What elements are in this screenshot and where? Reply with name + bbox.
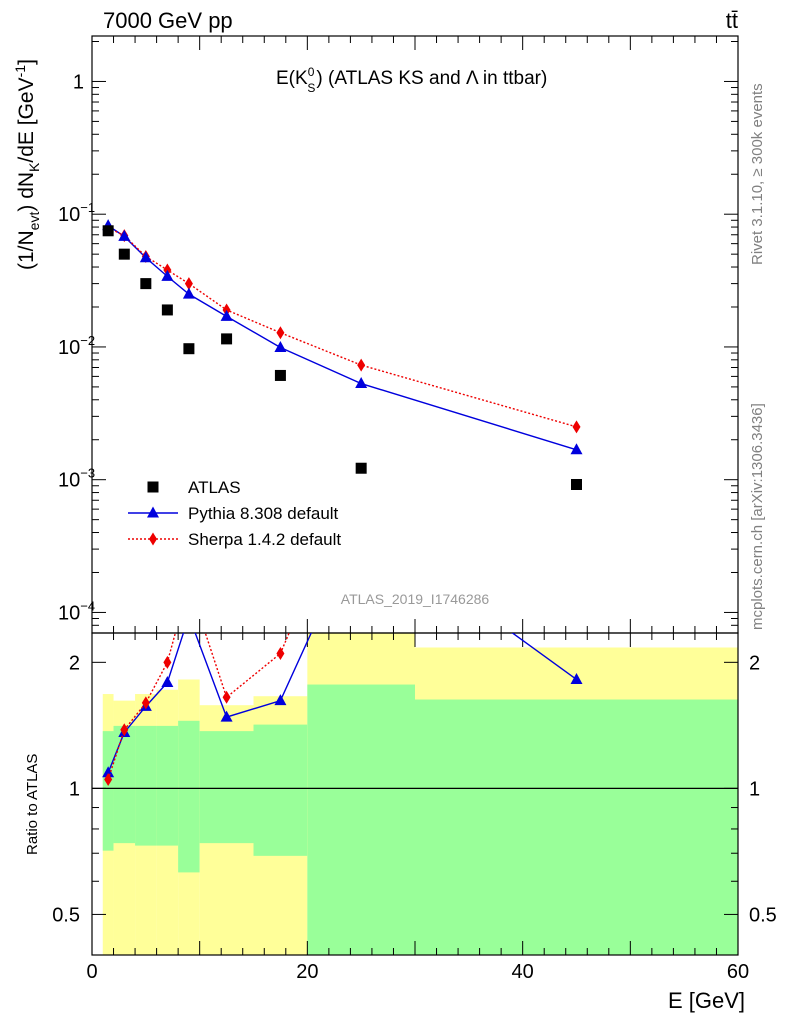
y-tick-label: 10−4 — [58, 598, 95, 624]
ratio-band-green — [135, 725, 157, 846]
y-tick-label: 10−1 — [58, 200, 95, 226]
ratio-y-tick-label-right: 0.5 — [749, 904, 777, 926]
x-tick-label: 60 — [727, 961, 749, 983]
pythia-8-308-default-point — [220, 309, 233, 321]
ratio-sherpa-1-4-2-default-point — [222, 690, 231, 704]
sherpa-1-4-2-default-point — [276, 326, 285, 340]
y-tick-label: 10−2 — [58, 333, 95, 359]
ratio-pythia-8-308-default-point — [570, 672, 583, 684]
y-tick-label: 1 — [73, 71, 84, 93]
ratio-sherpa-1-4-2-default-point — [120, 723, 129, 737]
main-series-marks — [102, 219, 583, 490]
ratio-band-green — [415, 699, 738, 955]
ratio-pythia-8-308-default-line — [107, 633, 577, 773]
ratio-sherpa-1-4-2-default-point — [141, 696, 150, 710]
legend: ATLAS Pythia 8.308 default Sherpa 1.4.2 de… — [128, 478, 341, 549]
y-tick-label: 10−3 — [58, 466, 95, 492]
analysis-id-label: ATLAS_2019_I1746286 — [341, 591, 490, 607]
rivet-version-label: Rivet 3.1.10, ≥ 300k events — [749, 83, 766, 265]
atlas-point — [571, 478, 582, 490]
ratio-sherpa-1-4-2-default-point — [276, 646, 285, 660]
ratio-band-green — [253, 724, 308, 856]
ratio-pythia-8-308-default-point — [274, 694, 287, 706]
atlas-point — [355, 462, 367, 474]
sherpa-1-4-2-default-line — [107, 227, 577, 428]
x-tick-label: 20 — [296, 961, 318, 983]
ratio-series-marks — [102, 633, 583, 787]
pythia-8-308-default-point — [161, 269, 174, 281]
ratio-sherpa-1-4-2-default-point — [163, 655, 172, 669]
ratio-pythia-8-308-default-point — [161, 675, 174, 687]
plot-title: E(K0 S) (ATLAS KS and Λ in ttbar) — [276, 65, 547, 95]
atlas-point — [221, 333, 233, 345]
ratio-axis-ticks: 0.5 0.51 12 20 20 40 60 — [52, 633, 777, 983]
atlas-point — [183, 343, 195, 355]
pythia-8-308-default-point — [139, 251, 152, 263]
energy-label: 7000 GeV pp — [103, 8, 233, 33]
atlas-point — [161, 304, 173, 316]
atlas-point — [274, 369, 286, 381]
ratio-band-green — [113, 725, 136, 844]
ratio-y-tick-label: 2 — [69, 652, 80, 674]
sherpa-1-4-2-default-point — [357, 358, 366, 372]
plot-title-sup: 0 — [308, 65, 315, 79]
legend-pythia-8-308-default-label: Pythia 8.308 default — [188, 504, 339, 523]
mcplots-site-label: mcplots.cern.ch [arXiv:1306.3436] — [749, 403, 766, 630]
ratio-uncertainty-bands — [92, 633, 738, 955]
legend-atlas-marker — [147, 481, 159, 493]
atlas-point — [140, 278, 152, 290]
ratio-pythia-8-308-default-point — [220, 710, 233, 722]
ratio-sherpa-1-4-2-default-point — [104, 773, 113, 787]
ratio-band-green — [199, 731, 254, 844]
legend-sherpa-1-4-2-default-marker — [149, 532, 157, 546]
main-axis-ticks: 1 10−1 10−2 10−3 10−4 — [58, 36, 739, 634]
plot-title-sub: S — [307, 81, 315, 95]
atlas-point — [102, 225, 114, 237]
legend-sherpa-1-4-2-default-label: Sherpa 1.4.2 default — [188, 530, 341, 549]
x-tick-label: 0 — [86, 961, 97, 983]
ratio-band-green — [178, 720, 200, 873]
ratio-band-green — [102, 731, 114, 851]
plot-title-rest: ) (ATLAS KS and Λ in ttbar) — [316, 68, 547, 89]
pythia-8-308-default-point — [182, 287, 195, 299]
x-axis-label: E [GeV] — [668, 988, 745, 1013]
pythia-8-308-default-point — [570, 443, 583, 455]
legend-atlas-label: ATLAS — [188, 478, 241, 497]
pythia-8-308-default-line — [107, 225, 577, 451]
main-y-axis-label: (1/Nevt) dNK/dE [GeV-1] — [12, 59, 42, 270]
ratio-y-tick-label: 1 — [69, 778, 80, 800]
ratio-band-green — [156, 725, 179, 846]
atlas-point — [118, 248, 130, 260]
ratio-pythia-8-308-default-point — [102, 766, 115, 778]
ratio-y-tick-label-right: 1 — [749, 778, 760, 800]
process-label: tt̄ — [726, 8, 738, 33]
ratio-y-tick-label-right: 2 — [749, 652, 760, 674]
ratio-band-green — [307, 684, 415, 955]
plot-title-main: E(K — [276, 68, 308, 89]
pythia-8-308-default-point — [274, 341, 287, 353]
x-tick-label: 40 — [512, 961, 534, 983]
legend-pythia-8-308-default-marker — [147, 506, 159, 518]
pythia-8-308-default-point — [118, 229, 131, 241]
sherpa-1-4-2-default-point — [572, 420, 581, 434]
pythia-8-308-default-point — [355, 377, 368, 389]
sherpa-1-4-2-default-point — [184, 277, 193, 291]
ratio-y-tick-label: 0.5 — [52, 904, 80, 926]
ratio-y-axis-label: Ratio to ATLAS — [24, 754, 41, 855]
